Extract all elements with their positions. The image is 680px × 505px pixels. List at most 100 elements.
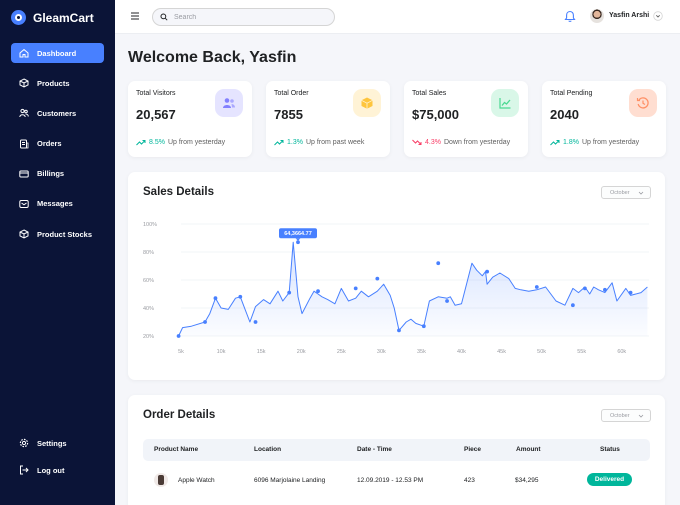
- avatar[interactable]: [590, 9, 604, 23]
- data-point[interactable]: [397, 328, 401, 333]
- sidebar-item-product-stocks[interactable]: Product Stocks: [11, 224, 104, 244]
- data-point[interactable]: [316, 289, 320, 294]
- data-point[interactable]: [436, 261, 441, 266]
- data-point[interactable]: [582, 286, 587, 291]
- data-point[interactable]: [570, 303, 575, 308]
- column-header: Status: [600, 446, 620, 453]
- x-tick-label: 35k: [417, 349, 426, 355]
- sales-area: [178, 242, 648, 336]
- x-tick-label: 60k: [617, 349, 626, 355]
- sidebar-item-billings[interactable]: Billings: [11, 164, 104, 184]
- data-point[interactable]: [375, 276, 380, 281]
- brand-name: GleamCart: [33, 10, 94, 25]
- x-tick-label: 30k: [377, 349, 386, 355]
- chevron-down-icon: [638, 191, 643, 195]
- stat-trend: 1.3% Up from past week: [274, 139, 364, 146]
- stat-value: 7855: [274, 107, 303, 122]
- data-point[interactable]: [296, 240, 300, 245]
- sidebar-item-label: Settings: [37, 438, 67, 448]
- sales-line: [178, 241, 648, 337]
- cube-icon: [19, 78, 29, 88]
- home-icon: [19, 48, 29, 58]
- stat-change: 8.5%: [149, 139, 165, 146]
- data-point[interactable]: [603, 287, 607, 292]
- data-point[interactable]: [238, 294, 243, 299]
- data-point[interactable]: [445, 299, 449, 303]
- orders-month-select[interactable]: October: [601, 409, 651, 422]
- order-details-card: Order Details October Product Name Locat…: [128, 395, 665, 505]
- status-badge: Delivered: [587, 473, 632, 486]
- data-point[interactable]: [203, 320, 207, 324]
- chart-tooltip: [279, 228, 317, 239]
- stat-label: Total Pending: [550, 90, 593, 97]
- users-icon: [215, 89, 243, 117]
- notification-bell-icon[interactable]: [564, 10, 576, 23]
- sidebar-item-settings[interactable]: Settings: [11, 433, 104, 453]
- stat-label: Total Sales: [412, 90, 447, 97]
- history-icon: [629, 89, 657, 117]
- product-image: [154, 473, 168, 487]
- sales-chart: 20% 40% 60% 80% 100% 5k 10k 15k 20k 25k 30k 35k 40k 4…: [143, 222, 649, 355]
- search-input[interactable]: [174, 13, 324, 21]
- y-tick-label: 40%: [143, 306, 154, 312]
- column-header: Location: [254, 446, 282, 453]
- x-tick-label: 15k: [257, 349, 266, 355]
- chart-tooltip-label: 64,3664.77: [284, 231, 312, 237]
- data-point[interactable]: [485, 269, 490, 274]
- brand[interactable]: GleamCart: [11, 10, 94, 25]
- chevron-down-icon: [638, 414, 643, 418]
- sidebar-item-orders[interactable]: Orders: [11, 134, 104, 154]
- gear-icon: [19, 438, 29, 448]
- sales-title: Sales Details: [143, 186, 214, 198]
- trending-up-icon: [136, 140, 146, 146]
- chevron-down-icon[interactable]: [653, 11, 663, 21]
- user-name[interactable]: Yasfin Arshi: [609, 12, 650, 19]
- x-tick-label: 55k: [577, 349, 586, 355]
- x-tick-label: 45k: [497, 349, 506, 355]
- sidebar-item-logout[interactable]: Log out: [11, 460, 104, 480]
- orders-title: Order Details: [143, 409, 216, 421]
- sidebar-item-label: Log out: [37, 465, 65, 475]
- data-point[interactable]: [176, 334, 181, 338]
- data-point[interactable]: [253, 320, 258, 324]
- sidebar-item-messages[interactable]: Messages: [11, 194, 104, 214]
- trending-down-icon: [412, 139, 422, 145]
- menu-icon[interactable]: [130, 11, 140, 21]
- column-header: Date - Time: [357, 446, 392, 453]
- x-tick-label: 5k: [178, 349, 184, 355]
- stat-value: 20,567: [136, 107, 176, 122]
- stat-note: Up from past week: [305, 139, 365, 146]
- stat-change: 4.3%: [425, 139, 441, 146]
- sidebar-item-customers[interactable]: Customers: [11, 103, 104, 123]
- data-point[interactable]: [628, 290, 633, 295]
- card-icon: [19, 169, 29, 179]
- sidebar-item-dashboard[interactable]: Dashboard: [11, 43, 104, 63]
- stat-note: Down from yesterday: [443, 139, 511, 146]
- column-header: Amount: [516, 446, 541, 453]
- y-tick-label: 100%: [143, 222, 157, 228]
- x-tick-label: 20k: [297, 349, 306, 355]
- stat-label: Total Visitors: [136, 90, 176, 97]
- x-tick-label: 40k: [457, 349, 466, 355]
- sales-details-card: Sales Details October 20% 40% 60% 80% 100% 5k…: [128, 172, 665, 380]
- data-point[interactable]: [353, 286, 358, 291]
- data-point[interactable]: [287, 290, 292, 295]
- sales-month-select[interactable]: October: [601, 186, 651, 199]
- stat-card-sales: Total Sales $75,000 4.3% Down from yeste…: [404, 81, 528, 157]
- stat-trend: 4.3% Down from yesterday: [412, 139, 510, 146]
- sidebar-item-label: Orders: [37, 139, 62, 149]
- location: 6096 Marjolaine Landing: [254, 477, 326, 484]
- sidebar-item-label: Dashboard: [37, 48, 77, 58]
- stat-change: 1.8%: [563, 139, 579, 146]
- sidebar-item-products[interactable]: Products: [11, 73, 104, 93]
- data-point[interactable]: [213, 296, 218, 301]
- sidebar: GleamCart Dashboard Products Customers O…: [0, 0, 115, 505]
- stat-label: Total Order: [274, 90, 309, 97]
- stat-note: Up from yesterday: [167, 139, 226, 146]
- data-point[interactable]: [534, 285, 539, 289]
- data-point[interactable]: [421, 324, 426, 329]
- stat-card-pending: Total Pending 2040 1.8% Up from yesterda…: [542, 81, 666, 157]
- stat-card-visitors: Total Visitors 20,567 8.5% Up from yeste…: [128, 81, 252, 157]
- stat-note: Up from yesterday: [581, 139, 640, 146]
- stat-trend: 8.5% Up from yesterday: [136, 139, 225, 146]
